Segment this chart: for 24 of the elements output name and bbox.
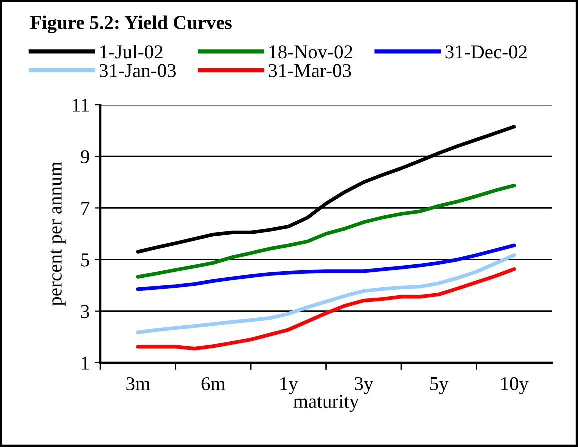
line-series: [136, 184, 516, 279]
line-series: [136, 244, 516, 292]
y-tick-label: 7: [82, 202, 90, 215]
y-tick-label: 5: [82, 254, 90, 267]
x-tick-label: 1y: [280, 377, 298, 394]
legend-label: 1-Jul-02: [100, 45, 163, 59]
y-tick-label: 1: [82, 356, 89, 370]
y-tick-label: 3: [81, 305, 90, 318]
line-series: [136, 268, 516, 351]
x-axis-title: maturity: [294, 395, 360, 412]
legend-label: 18-Nov-02: [270, 46, 352, 59]
x-tick-label: 5y: [430, 378, 449, 394]
line-series: [136, 254, 516, 334]
y-tick-label: 11: [73, 98, 89, 112]
legend-label: 31-Jan-03: [100, 64, 176, 78]
y-tick-label: 9: [81, 150, 90, 164]
chart-title: Figure 5.2: Yield Curves: [30, 16, 232, 34]
x-tick-label: 10y: [502, 377, 529, 394]
x-tick-label: 6m: [202, 377, 226, 391]
x-tick-label: 3y: [355, 377, 374, 394]
x-tick-label: 3m: [126, 377, 150, 391]
y-axis-title: percent per annum: [50, 162, 66, 306]
legend-label: 31-Mar-03: [269, 64, 352, 78]
legend-label: 31-Dec-02: [446, 46, 527, 59]
